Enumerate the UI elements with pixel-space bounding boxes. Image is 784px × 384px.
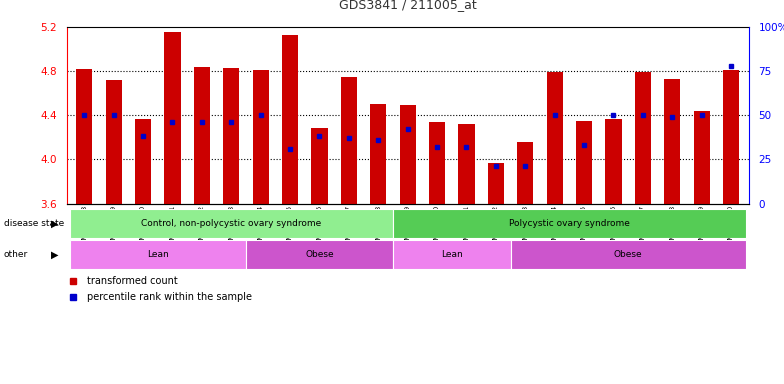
Bar bbox=[223, 68, 239, 204]
Text: ▶: ▶ bbox=[51, 218, 59, 229]
Bar bbox=[664, 79, 681, 204]
Bar bbox=[246, 240, 393, 269]
Bar bbox=[70, 240, 246, 269]
Text: Lean: Lean bbox=[147, 250, 169, 259]
Bar bbox=[576, 121, 592, 204]
Bar bbox=[517, 142, 533, 204]
Text: Obese: Obese bbox=[305, 250, 334, 259]
Bar bbox=[723, 70, 739, 204]
Bar bbox=[488, 163, 504, 204]
Bar bbox=[282, 35, 298, 204]
Text: Polycystic ovary syndrome: Polycystic ovary syndrome bbox=[509, 219, 630, 228]
Bar bbox=[429, 122, 445, 204]
Text: percentile rank within the sample: percentile rank within the sample bbox=[87, 291, 252, 302]
Bar bbox=[393, 240, 510, 269]
Bar bbox=[70, 209, 393, 238]
Bar bbox=[546, 72, 563, 204]
Bar bbox=[400, 105, 416, 204]
Bar bbox=[510, 240, 746, 269]
Text: GDS3841 / 211005_at: GDS3841 / 211005_at bbox=[339, 0, 477, 12]
Text: Lean: Lean bbox=[441, 250, 463, 259]
Bar bbox=[635, 72, 651, 204]
Text: ▶: ▶ bbox=[51, 249, 59, 260]
Bar bbox=[605, 119, 622, 204]
Text: disease state: disease state bbox=[4, 219, 64, 228]
Bar bbox=[459, 124, 474, 204]
Bar bbox=[135, 119, 151, 204]
Bar bbox=[370, 104, 387, 204]
Bar bbox=[194, 67, 210, 204]
Bar bbox=[76, 69, 93, 204]
Bar bbox=[341, 76, 357, 204]
Bar bbox=[393, 209, 746, 238]
Bar bbox=[311, 128, 328, 204]
Text: transformed count: transformed count bbox=[87, 276, 178, 286]
Bar bbox=[106, 80, 122, 204]
Text: other: other bbox=[4, 250, 28, 259]
Bar bbox=[165, 32, 180, 204]
Bar bbox=[694, 111, 710, 204]
Text: Obese: Obese bbox=[614, 250, 643, 259]
Bar bbox=[252, 70, 269, 204]
Text: Control, non-polycystic ovary syndrome: Control, non-polycystic ovary syndrome bbox=[141, 219, 321, 228]
